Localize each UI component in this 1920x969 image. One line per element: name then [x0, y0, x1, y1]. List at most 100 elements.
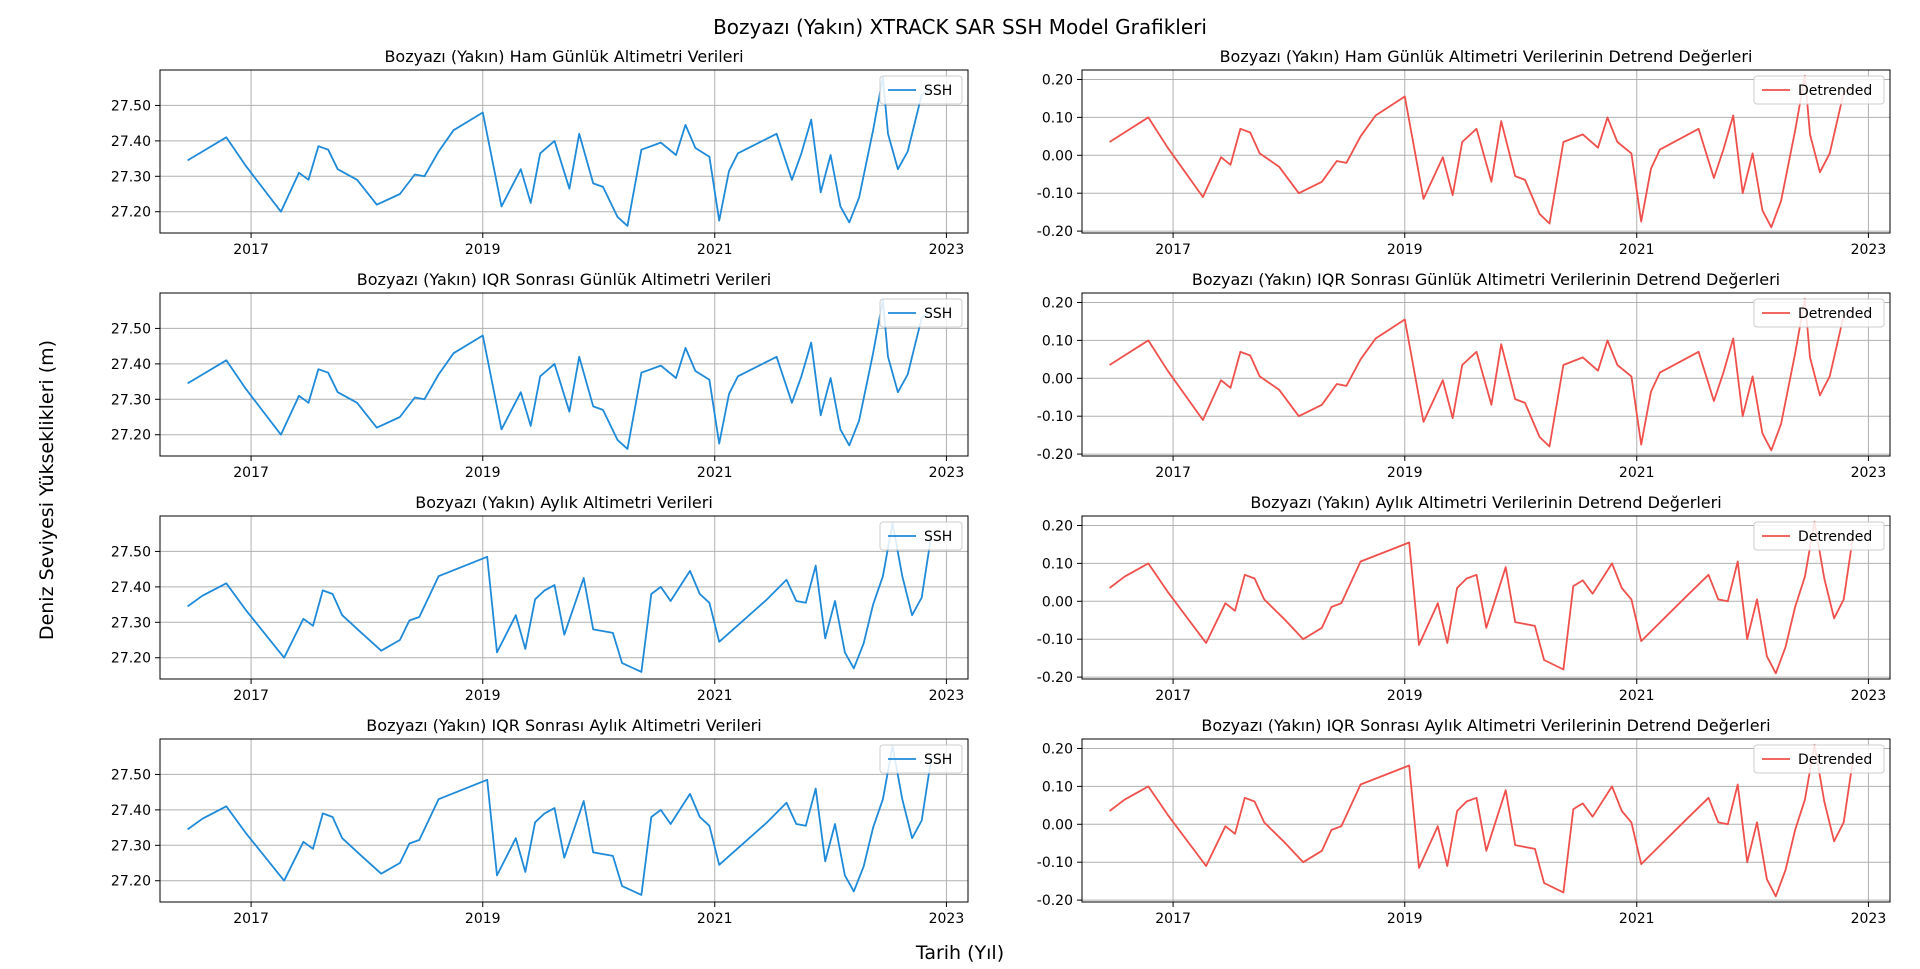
y-tick-label: 0.00: [1042, 594, 1073, 610]
y-tick-label: 0.00: [1042, 371, 1073, 387]
y-tick-label: 27.30: [111, 838, 151, 854]
x-tick-label: 2023: [929, 911, 965, 927]
x-tick-label: 2023: [1851, 242, 1887, 258]
x-tick-label: 2017: [233, 465, 269, 481]
legend-box: [879, 75, 963, 105]
x-tick-label: 2021: [1619, 911, 1655, 927]
series-line-detrended: [1109, 74, 1854, 229]
figure-xlabel: Tarih (Yıl): [915, 942, 1004, 964]
panel-title: Bozyazı (Yakın) IQR Sonrası Aylık Altime…: [1201, 716, 1770, 735]
x-tick-label: 2023: [929, 688, 965, 704]
chart-panel-3: Bozyazı (Yakın) IQR Sonrası Günlük Altim…: [111, 270, 969, 481]
x-tick-label: 2017: [233, 911, 269, 927]
y-tick-label: -0.20: [1037, 670, 1073, 686]
chart-panel-6: Bozyazı (Yakın) Aylık Altimetri Verileri…: [1037, 493, 1891, 704]
y-tick-label: 0.20: [1042, 741, 1073, 757]
y-tick-label: 27.40: [111, 803, 151, 819]
series-line-ssh: [187, 299, 933, 450]
y-tick-label: 27.20: [111, 428, 151, 444]
legend-label: Detrended: [1798, 306, 1872, 322]
x-tick-label: 2019: [1387, 911, 1423, 927]
y-tick-label: 27.40: [111, 134, 151, 150]
x-tick-label: 2019: [465, 465, 501, 481]
y-tick-label: -0.10: [1037, 632, 1073, 648]
plot-frame: [159, 515, 969, 680]
panel-title: Bozyazı (Yakın) Ham Günlük Altimetri Ver…: [384, 47, 743, 66]
y-tick-label: -0.10: [1037, 855, 1073, 871]
legend-box: [1753, 521, 1885, 551]
legend-label: Detrended: [1798, 529, 1872, 545]
series-line-detrended: [1109, 297, 1854, 452]
x-tick-label: 2023: [1851, 688, 1887, 704]
y-tick-label: 27.50: [111, 321, 151, 337]
x-tick-label: 2017: [1155, 911, 1191, 927]
y-tick-label: -0.20: [1037, 893, 1073, 909]
y-tick-label: 27.30: [111, 615, 151, 631]
x-tick-label: 2021: [697, 242, 733, 258]
chart-panel-8: Bozyazı (Yakın) IQR Sonrası Aylık Altime…: [1037, 716, 1891, 927]
x-tick-label: 2021: [697, 911, 733, 927]
series-line-ssh: [187, 745, 933, 896]
chart-panel-2: Bozyazı (Yakın) Ham Günlük Altimetri Ver…: [1037, 47, 1891, 258]
legend: SSH: [879, 75, 963, 105]
x-tick-label: 2019: [465, 688, 501, 704]
y-tick-label: 0.20: [1042, 72, 1073, 88]
x-tick-label: 2017: [1155, 688, 1191, 704]
y-tick-label: 0.20: [1042, 518, 1073, 534]
legend-label: SSH: [924, 83, 952, 99]
legend-label: SSH: [924, 752, 952, 768]
x-tick-label: 2023: [929, 465, 965, 481]
y-tick-label: 27.30: [111, 169, 151, 185]
y-tick-label: 27.50: [111, 544, 151, 560]
panel-title: Bozyazı (Yakın) IQR Sonrası Günlük Altim…: [1192, 270, 1780, 289]
legend: Detrended: [1753, 744, 1885, 774]
legend: Detrended: [1753, 298, 1885, 328]
series-line-ssh: [187, 522, 933, 673]
y-tick-label: 27.50: [111, 767, 151, 783]
legend-box: [879, 744, 963, 774]
x-tick-label: 2019: [1387, 242, 1423, 258]
legend-box: [1753, 298, 1885, 328]
chart-panel-4: Bozyazı (Yakın) IQR Sonrası Günlük Altim…: [1037, 270, 1891, 481]
x-tick-label: 2017: [233, 688, 269, 704]
y-tick-label: 27.20: [111, 205, 151, 221]
legend: SSH: [879, 298, 963, 328]
legend-label: Detrended: [1798, 752, 1872, 768]
y-tick-label: 0.00: [1042, 148, 1073, 164]
legend: Detrended: [1753, 75, 1885, 105]
plot-frame: [1081, 292, 1891, 457]
y-tick-label: 0.00: [1042, 817, 1073, 833]
chart-panel-7: Bozyazı (Yakın) IQR Sonrası Aylık Altime…: [111, 716, 969, 927]
x-tick-label: 2023: [1851, 465, 1887, 481]
y-tick-label: 0.10: [1042, 110, 1073, 126]
y-tick-label: 27.20: [111, 874, 151, 890]
x-tick-label: 2021: [1619, 465, 1655, 481]
chart-panel-1: Bozyazı (Yakın) Ham Günlük Altimetri Ver…: [111, 47, 969, 258]
legend-label: SSH: [924, 529, 952, 545]
figure-suptitle: Bozyazı (Yakın) XTRACK SAR SSH Model Gra…: [713, 15, 1207, 39]
plot-frame: [1081, 738, 1891, 903]
panel-title: Bozyazı (Yakın) IQR Sonrası Günlük Altim…: [357, 270, 771, 289]
plot-frame: [159, 292, 969, 457]
legend-box: [1753, 75, 1885, 105]
legend: Detrended: [1753, 521, 1885, 551]
y-tick-label: 0.10: [1042, 333, 1073, 349]
legend-label: Detrended: [1798, 83, 1872, 99]
y-tick-label: 27.20: [111, 651, 151, 667]
x-tick-label: 2019: [1387, 465, 1423, 481]
panel-title: Bozyazı (Yakın) Aylık Altimetri Verileri…: [1250, 493, 1721, 512]
plot-frame: [1081, 69, 1891, 234]
y-tick-label: 27.30: [111, 392, 151, 408]
x-tick-label: 2017: [1155, 465, 1191, 481]
legend-box: [879, 521, 963, 551]
y-tick-label: 0.10: [1042, 779, 1073, 795]
x-tick-label: 2019: [465, 911, 501, 927]
chart-panel-5: Bozyazı (Yakın) Aylık Altimetri Verileri…: [111, 493, 969, 704]
y-tick-label: -0.10: [1037, 186, 1073, 202]
series-line-detrended: [1109, 743, 1855, 898]
legend-box: [879, 298, 963, 328]
x-tick-label: 2021: [1619, 688, 1655, 704]
series-line-ssh: [187, 76, 933, 227]
y-tick-label: 0.10: [1042, 556, 1073, 572]
panel-title: Bozyazı (Yakın) Ham Günlük Altimetri Ver…: [1220, 47, 1753, 66]
